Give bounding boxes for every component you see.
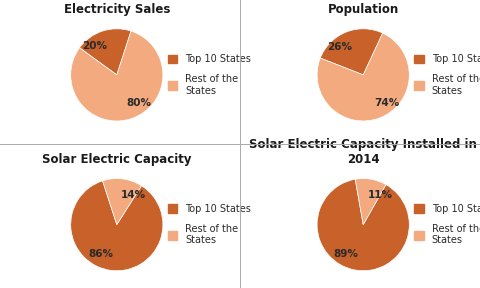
Title: Solar Electric Capacity: Solar Electric Capacity <box>42 153 192 166</box>
Text: 14%: 14% <box>120 190 145 200</box>
Wedge shape <box>103 179 142 225</box>
Legend: Top 10 States, Rest of the
States: Top 10 States, Rest of the States <box>414 54 480 96</box>
Title: Population: Population <box>327 3 399 16</box>
Wedge shape <box>80 29 131 75</box>
Text: 26%: 26% <box>327 42 352 52</box>
Legend: Top 10 States, Rest of the
States: Top 10 States, Rest of the States <box>168 54 251 96</box>
Text: 89%: 89% <box>333 249 358 259</box>
Wedge shape <box>71 181 163 271</box>
Text: 86%: 86% <box>88 249 113 259</box>
Text: 80%: 80% <box>126 98 151 108</box>
Wedge shape <box>320 29 383 75</box>
Legend: Top 10 States, Rest of the
States: Top 10 States, Rest of the States <box>414 204 480 245</box>
Title: Electricity Sales: Electricity Sales <box>64 3 170 16</box>
Text: 20%: 20% <box>83 41 108 51</box>
Wedge shape <box>317 179 409 271</box>
Title: Solar Electric Capacity Installed in
2014: Solar Electric Capacity Installed in 201… <box>249 138 477 166</box>
Text: 11%: 11% <box>368 190 393 200</box>
Wedge shape <box>355 179 386 225</box>
Text: 74%: 74% <box>374 98 399 108</box>
Legend: Top 10 States, Rest of the
States: Top 10 States, Rest of the States <box>168 204 251 245</box>
Wedge shape <box>317 33 409 121</box>
Wedge shape <box>71 31 163 121</box>
